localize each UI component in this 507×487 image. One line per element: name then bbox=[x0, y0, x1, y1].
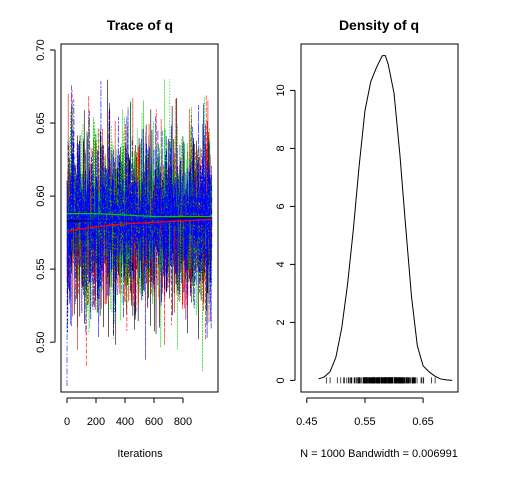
trace-x-tick-label: 600 bbox=[145, 416, 163, 428]
trace-y-tick-label: 0.55 bbox=[35, 258, 47, 279]
density-x-tick-label: 0.55 bbox=[354, 416, 375, 428]
trace-y-tick-label: 0.70 bbox=[35, 39, 47, 60]
trace-x-tick-label: 200 bbox=[87, 416, 105, 428]
trace-series-group bbox=[66, 79, 213, 387]
density-y-tick-label: 2 bbox=[275, 319, 287, 325]
density-y-tick-label: 0 bbox=[275, 377, 287, 383]
density-x-tick-label: 0.65 bbox=[412, 416, 433, 428]
trace-running-mean-2 bbox=[66, 218, 213, 232]
trace-x-tick-label: 400 bbox=[116, 416, 134, 428]
trace-running-mean-group bbox=[66, 213, 213, 232]
density-y-tick-label: 10 bbox=[275, 84, 287, 96]
trace-title: Trace of q bbox=[107, 17, 173, 33]
density-title: Density of q bbox=[339, 17, 419, 33]
density-y-tick-label: 4 bbox=[275, 261, 287, 267]
trace-running-mean-4 bbox=[66, 217, 213, 223]
density-x-label: N = 1000 Bandwidth = 0.006991 bbox=[300, 448, 458, 460]
density-plot-frame bbox=[300, 43, 459, 393]
density-y-tick-label: 8 bbox=[275, 145, 287, 151]
density-x-tick-label: 0.45 bbox=[296, 416, 317, 428]
trace-y-tick-label: 0.60 bbox=[35, 185, 47, 206]
density-curve bbox=[318, 55, 453, 381]
trace-plot-frame bbox=[60, 43, 219, 393]
trace-x-tick-label: 800 bbox=[174, 416, 192, 428]
density-x-axis: 0.45 0.55 0.65 bbox=[296, 397, 434, 428]
density-rug bbox=[325, 377, 436, 384]
trace-y-axis: 0.50 0.55 0.60 0.65 0.70 bbox=[35, 39, 56, 353]
trace-y-tick-label: 0.50 bbox=[35, 331, 47, 352]
trace-series-4 bbox=[66, 81, 213, 387]
trace-x-label: Iterations bbox=[117, 448, 163, 460]
trace-panel: Trace of q 0.50 0.55 0.60 0.65 0.70 0 200 400 6… bbox=[35, 17, 219, 460]
density-y-tick-label: 6 bbox=[275, 203, 287, 209]
trace-running-mean-3 bbox=[67, 213, 212, 218]
trace-x-tick-label: 0 bbox=[64, 416, 70, 428]
density-y-axis: 0 2 4 6 8 10 bbox=[275, 84, 296, 383]
density-panel: Density of q 0 2 4 6 8 10 0.45 0.55 0.65 N = 10… bbox=[275, 17, 459, 460]
trace-x-axis: 0 200 400 600 800 bbox=[64, 397, 192, 428]
trace-y-tick-label: 0.65 bbox=[35, 112, 47, 133]
